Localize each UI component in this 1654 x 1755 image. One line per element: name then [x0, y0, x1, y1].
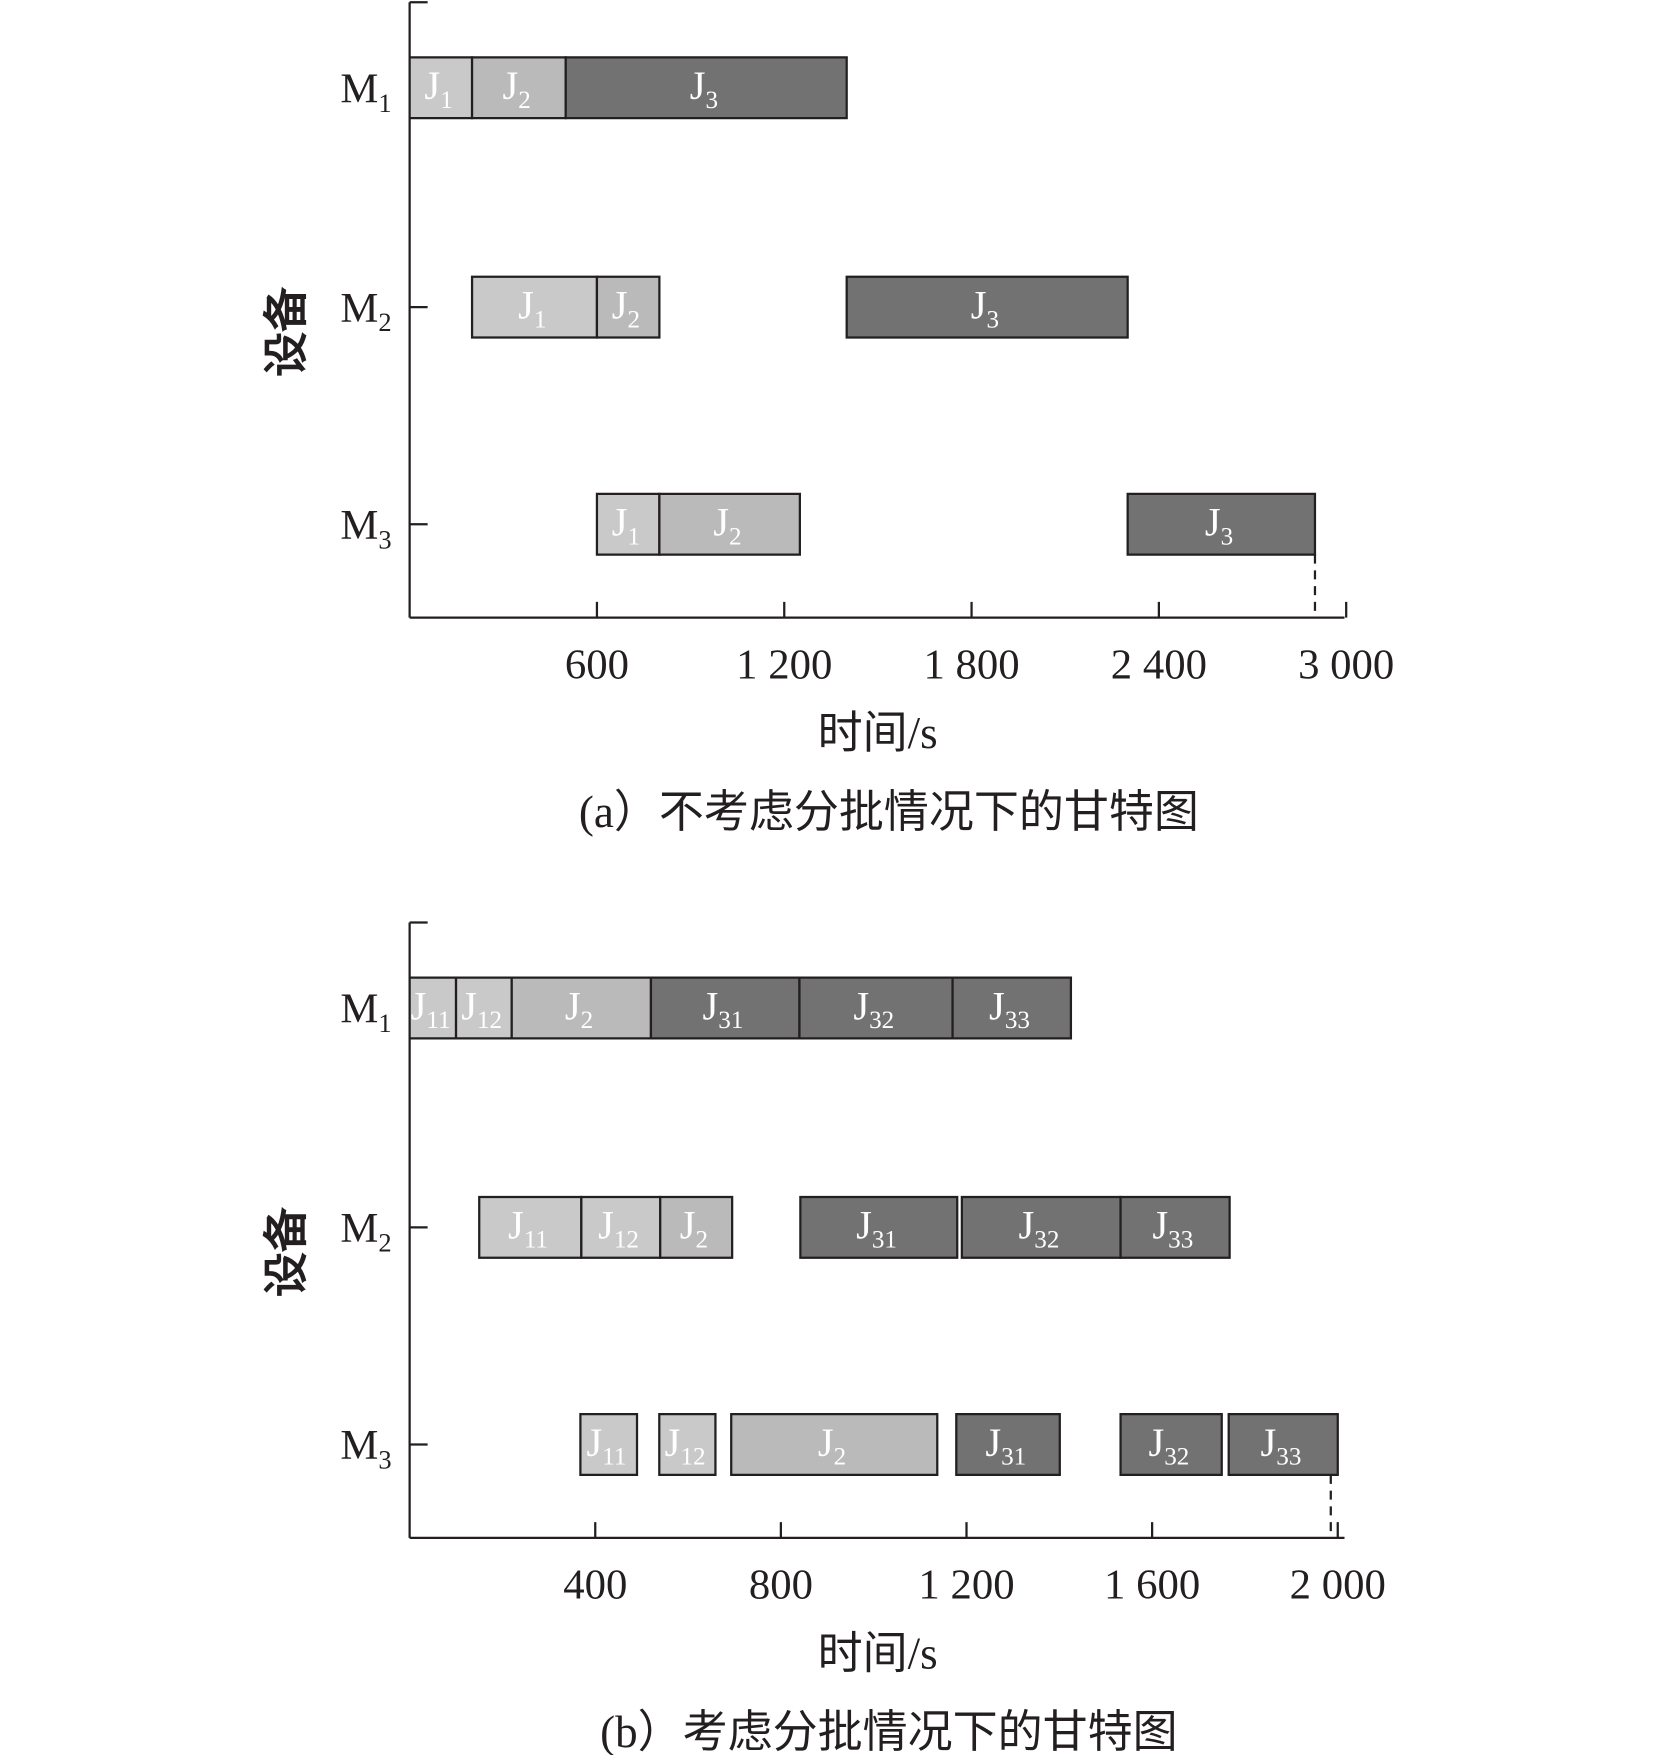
x-axis-label: 时间/s: [818, 1628, 938, 1678]
task-bar: [659, 1195, 734, 1259]
task-bar: [1126, 492, 1317, 556]
task-label: J11: [508, 1203, 548, 1254]
task-label: J2: [818, 1420, 846, 1471]
task-bar: [564, 56, 848, 120]
task-label: J33: [1152, 1203, 1193, 1254]
task-bar: [1119, 1195, 1231, 1259]
task-label: J1: [424, 63, 452, 114]
task-label: J3: [971, 282, 999, 333]
task-label: J32: [1148, 1420, 1189, 1471]
task-bar: [470, 56, 567, 120]
task-label: J3: [1205, 500, 1233, 551]
task-label: J12: [665, 1420, 706, 1471]
x-tick-label: 1 800: [923, 641, 1019, 688]
task-bar: [730, 1413, 939, 1476]
gantt-chart-a: M1 M2 M3 600 1 200 1 800 2 400 3 000 J1 J2 J3 J1 J2 J…: [262, 1, 1394, 837]
task-bar: [799, 1195, 959, 1259]
task-label: J32: [853, 983, 894, 1034]
x-tick-label: 1 200: [918, 1562, 1014, 1609]
task-label: J12: [461, 983, 502, 1034]
x-tick-label: 3 000: [1298, 641, 1394, 688]
task-label: J31: [703, 983, 744, 1034]
y-axis-label: 设备: [262, 1206, 312, 1297]
task-label: J31: [985, 1420, 1026, 1471]
x-tick-label: 1 200: [736, 641, 832, 688]
task-bar: [595, 492, 661, 556]
task-label: J3: [690, 63, 718, 114]
x-tick-label: 400: [563, 1562, 627, 1609]
chart-caption: (a）不考虑分批情况下的甘特图: [579, 787, 1199, 837]
task-bar: [1119, 1413, 1223, 1476]
task-label: J33: [1261, 1420, 1302, 1471]
y-tick-label: M1: [340, 65, 391, 117]
task-label: J1: [612, 500, 640, 551]
task-label: J32: [1019, 1203, 1060, 1254]
x-tick-label: 2 000: [1290, 1562, 1386, 1609]
task-bar: [579, 1413, 639, 1476]
task-bar: [960, 1195, 1122, 1259]
task-label: J12: [598, 1203, 639, 1254]
task-label: J1: [518, 282, 546, 333]
task-label: J2: [680, 1203, 708, 1254]
y-tick-label: M1: [340, 986, 391, 1038]
task-bar: [510, 976, 653, 1040]
x-tick-label: 600: [565, 641, 629, 688]
task-label: J11: [411, 983, 451, 1034]
task-label: J11: [586, 1420, 626, 1471]
task-label: J2: [713, 500, 741, 551]
task-bar: [951, 976, 1073, 1040]
task-bar: [408, 976, 458, 1040]
task-bar: [658, 1413, 717, 1476]
task-label: J33: [989, 983, 1030, 1034]
y-tick-label: M3: [340, 1422, 391, 1474]
x-tick-label: 1 600: [1104, 1562, 1200, 1609]
task-bar: [1227, 1413, 1339, 1476]
task-bar: [798, 976, 954, 1040]
x-tick-label: 800: [749, 1562, 813, 1609]
task-bar: [658, 492, 801, 556]
task-bar: [845, 275, 1129, 339]
y-tick-label: M2: [340, 285, 391, 337]
x-axis-label: 时间/s: [818, 708, 938, 758]
task-label: J2: [565, 983, 593, 1034]
chart-caption: (b）考虑分批情况下的甘特图: [600, 1707, 1178, 1755]
task-label: J31: [856, 1203, 897, 1254]
y-tick-label: M3: [340, 502, 391, 554]
task-bar: [595, 275, 661, 339]
task-bar: [580, 1195, 662, 1259]
task-bar: [470, 275, 599, 339]
task-label: J2: [502, 63, 530, 114]
task-label: J2: [612, 282, 640, 333]
task-bar: [408, 56, 474, 120]
task-bar: [955, 1413, 1061, 1476]
y-axis-label: 设备: [262, 286, 312, 377]
y-tick-label: M2: [340, 1205, 391, 1257]
task-bar: [649, 976, 801, 1040]
x-tick-label: 2 400: [1111, 641, 1207, 688]
